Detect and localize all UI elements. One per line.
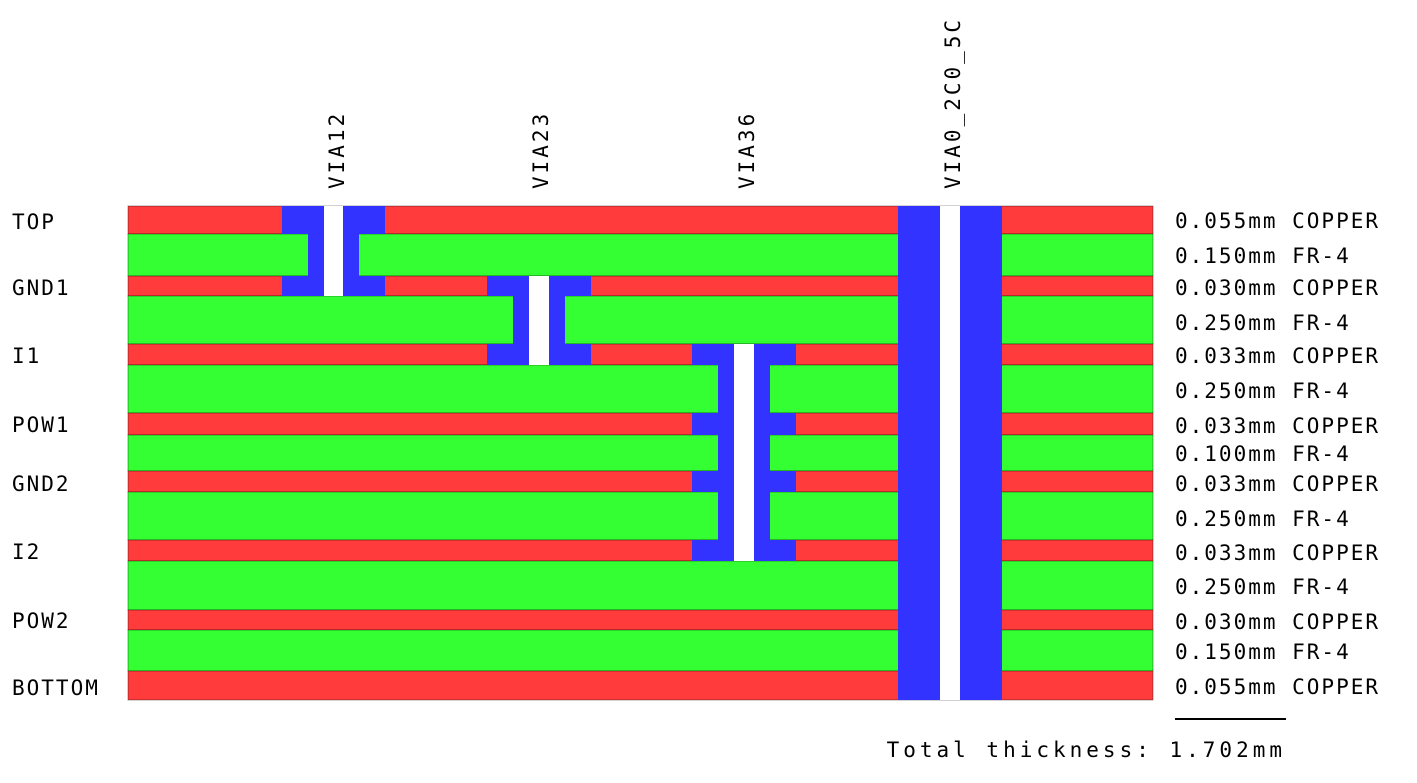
via-pad [960, 206, 1002, 700]
via-pad [692, 540, 734, 561]
via-barrel [718, 492, 734, 540]
via-barrel [549, 296, 565, 344]
layer-spec: 0.250mm FR-4 [1175, 507, 1351, 531]
layer-spec: 0.250mm FR-4 [1175, 311, 1351, 335]
layer-spec: 0.055mm COPPER [1175, 675, 1380, 699]
via-pad [549, 276, 591, 296]
layer-spec: 0.100mm FR-4 [1175, 442, 1351, 466]
via-pad [754, 413, 796, 435]
layer-name-bottom: BOTTOM [12, 676, 100, 700]
layer-spec: 0.030mm COPPER [1175, 276, 1380, 300]
via-label-via12: VIA12 [325, 111, 349, 189]
via-pad [692, 344, 734, 365]
via-pad [343, 206, 385, 234]
via-pad [487, 276, 529, 296]
via-barrel [308, 234, 324, 276]
layer-name-gnd2: GND2 [12, 472, 71, 496]
via-pad [692, 471, 734, 492]
via-via12 [282, 206, 385, 296]
via-pad [343, 276, 385, 296]
layer-spec: 0.033mm COPPER [1175, 472, 1380, 496]
via-barrel [513, 296, 529, 344]
layer-spec: 0.033mm COPPER [1175, 414, 1380, 438]
via-via36 [692, 344, 796, 561]
via-pad [754, 344, 796, 365]
layer-spec: 0.250mm FR-4 [1175, 379, 1351, 403]
via-barrel [718, 435, 734, 471]
via-label-via23: VIA23 [529, 111, 553, 189]
via-via23 [487, 276, 591, 365]
via-pad [282, 206, 324, 234]
layer-spec: 0.030mm COPPER [1175, 610, 1380, 634]
via-pad [898, 206, 940, 700]
layer-specs: 0.055mm COPPER 0.150mm FR-4 0.030mm COPP… [1175, 209, 1380, 699]
via-barrel [754, 365, 770, 413]
layer-name-i2: I2 [12, 540, 41, 564]
total-thickness: Total thickness: 1.702mm [887, 738, 1286, 762]
via-pad [487, 344, 529, 365]
layer-names: TOP GND1 I1 POW1 GND2 I2 POW2 BOTTOM [12, 210, 100, 700]
via-hole [324, 206, 343, 296]
via-pad [754, 540, 796, 561]
via-pad [754, 471, 796, 492]
layer-spec: 0.150mm FR-4 [1175, 244, 1351, 268]
via-pad [692, 413, 734, 435]
layer-spec: 0.033mm COPPER [1175, 344, 1380, 368]
via-barrel [754, 435, 770, 471]
via-hole [940, 206, 960, 700]
via-barrel [343, 234, 359, 276]
layer-name-pow1: POW1 [12, 413, 71, 437]
layer-spec: 0.033mm COPPER [1175, 541, 1380, 565]
via-via0-2c0-5c [898, 206, 1002, 700]
via-label-via0-2c0-5c: VIA0_2C0_5C [941, 17, 965, 189]
layer-name-pow2: POW2 [12, 609, 71, 633]
via-pad [549, 344, 591, 365]
via-labels: VIA12 VIA23 VIA36 VIA0_2C0_5C [325, 17, 965, 189]
layer-spec: 0.250mm FR-4 [1175, 575, 1351, 599]
via-hole [734, 344, 754, 561]
via-barrel [718, 365, 734, 413]
layer-spec: 0.055mm COPPER [1175, 209, 1380, 233]
layer-name-i1: I1 [12, 344, 41, 368]
layer-spec: 0.150mm FR-4 [1175, 640, 1351, 664]
via-barrel [754, 492, 770, 540]
layer-name-gnd1: GND1 [12, 276, 71, 300]
layer-name-top: TOP [12, 210, 56, 234]
via-pad [282, 276, 324, 296]
via-hole [529, 276, 549, 365]
via-label-via36: VIA36 [735, 111, 759, 189]
